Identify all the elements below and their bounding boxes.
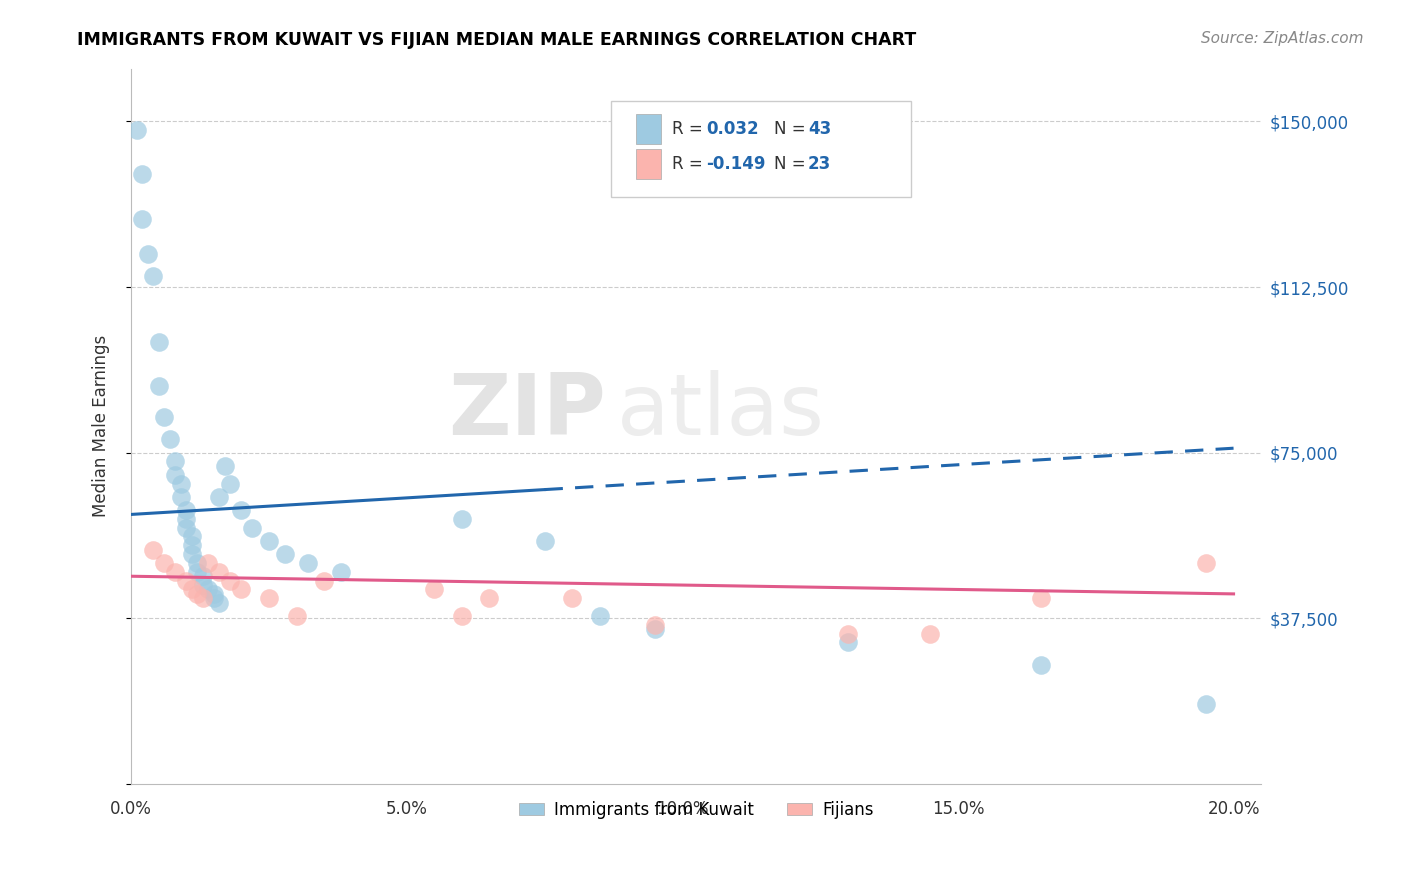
- Point: [165, 467, 187, 482]
- Text: R =: R =: [672, 120, 709, 138]
- Point: [285, 609, 308, 624]
- Point: [202, 587, 225, 601]
- Text: 0.032: 0.032: [706, 120, 759, 138]
- Point: [180, 529, 202, 543]
- Point: [589, 609, 612, 624]
- Point: [257, 533, 280, 548]
- Point: [191, 591, 214, 606]
- Point: [170, 476, 193, 491]
- Point: [478, 591, 501, 606]
- Point: [186, 565, 208, 579]
- Point: [242, 521, 264, 535]
- Point: [186, 587, 208, 601]
- Point: [170, 490, 193, 504]
- Point: [131, 168, 153, 182]
- Text: N =: N =: [775, 154, 811, 173]
- Point: [208, 565, 231, 579]
- Text: 23: 23: [808, 154, 831, 173]
- Point: [1195, 556, 1218, 570]
- Point: [214, 458, 236, 473]
- Point: [208, 490, 231, 504]
- Point: [451, 512, 474, 526]
- Point: [644, 617, 666, 632]
- Point: [561, 591, 583, 606]
- Text: Source: ZipAtlas.com: Source: ZipAtlas.com: [1201, 31, 1364, 46]
- Point: [1195, 698, 1218, 712]
- FancyBboxPatch shape: [612, 101, 911, 197]
- Legend: Immigrants from Kuwait, Fijians: Immigrants from Kuwait, Fijians: [512, 794, 880, 825]
- Point: [186, 556, 208, 570]
- Point: [257, 591, 280, 606]
- Point: [180, 582, 202, 597]
- Text: 43: 43: [808, 120, 831, 138]
- Point: [148, 335, 170, 350]
- Point: [159, 433, 181, 447]
- Point: [533, 533, 555, 548]
- Point: [219, 476, 242, 491]
- Point: [837, 635, 859, 649]
- Text: IMMIGRANTS FROM KUWAIT VS FIJIAN MEDIAN MALE EARNINGS CORRELATION CHART: IMMIGRANTS FROM KUWAIT VS FIJIAN MEDIAN …: [77, 31, 917, 49]
- Point: [297, 556, 319, 570]
- Point: [142, 542, 165, 557]
- Point: [197, 556, 219, 570]
- Point: [231, 503, 253, 517]
- Point: [644, 622, 666, 636]
- Bar: [637, 149, 661, 178]
- Point: [180, 547, 202, 561]
- Text: ZIP: ZIP: [449, 370, 606, 453]
- Text: R =: R =: [672, 154, 709, 173]
- Bar: [637, 114, 661, 145]
- Point: [148, 379, 170, 393]
- Point: [1029, 591, 1052, 606]
- Text: atlas: atlas: [617, 370, 825, 453]
- Point: [125, 123, 148, 137]
- Point: [174, 503, 197, 517]
- Point: [136, 247, 159, 261]
- Point: [174, 574, 197, 588]
- Point: [153, 410, 176, 425]
- Point: [174, 521, 197, 535]
- Point: [231, 582, 253, 597]
- Point: [142, 268, 165, 283]
- Point: [153, 556, 176, 570]
- Point: [131, 211, 153, 226]
- Point: [165, 454, 187, 468]
- Y-axis label: Median Male Earnings: Median Male Earnings: [93, 335, 110, 517]
- Point: [312, 574, 335, 588]
- Point: [329, 565, 352, 579]
- Text: N =: N =: [775, 120, 811, 138]
- Point: [191, 578, 214, 592]
- Point: [208, 596, 231, 610]
- Point: [274, 547, 297, 561]
- Point: [1029, 657, 1052, 672]
- Point: [219, 574, 242, 588]
- Point: [423, 582, 446, 597]
- Text: -0.149: -0.149: [706, 154, 766, 173]
- Point: [165, 565, 187, 579]
- Point: [451, 609, 474, 624]
- Point: [180, 538, 202, 552]
- Point: [920, 626, 942, 640]
- Point: [197, 582, 219, 597]
- Point: [837, 626, 859, 640]
- Point: [202, 591, 225, 606]
- Point: [174, 512, 197, 526]
- Point: [191, 569, 214, 583]
